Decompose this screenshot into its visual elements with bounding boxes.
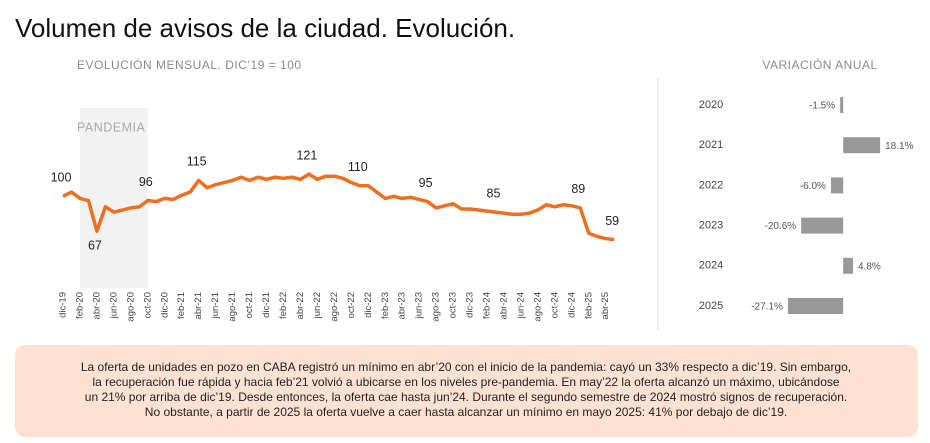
- data-label: -1.5%: [809, 101, 835, 112]
- x-tick-label: feb-25: [583, 292, 594, 319]
- x-tick-label: oct-22: [346, 292, 357, 318]
- x-tick-label: feb-21: [176, 292, 187, 319]
- note-line: La oferta de unidades en pozo en CABA re…: [81, 360, 851, 374]
- x-tick-label: oct-23: [448, 292, 459, 318]
- line: [62, 172, 615, 242]
- note-line: un 21% por arriba de dic’19. Desde enton…: [85, 390, 847, 404]
- data-label: 85: [487, 186, 501, 200]
- bar: [843, 257, 853, 274]
- bar: [840, 97, 844, 113]
- line-subtitle: EVOLUCIÓN MENSUAL. DIC’19 = 100: [77, 57, 302, 72]
- x-tick-label: abr-24: [498, 292, 509, 319]
- y-tick-label: 2020: [699, 99, 723, 111]
- x-tick-label: abr-22: [295, 292, 306, 319]
- x-tick-label: feb-23: [380, 292, 391, 319]
- x-tick-label: oct-21: [244, 292, 255, 318]
- x-tick-label: ago-24: [532, 292, 543, 322]
- y-tick-label: 2025: [699, 300, 723, 312]
- data-label: 67: [88, 238, 102, 252]
- note-line: No obstante, a partir de 2025 la oferta …: [145, 405, 787, 419]
- data-label: 100: [51, 171, 72, 185]
- x-tick-label: dic-24: [566, 292, 577, 318]
- data-label: 110: [348, 160, 368, 174]
- x-tick-label: feb-22: [278, 292, 289, 319]
- bar: [801, 217, 844, 234]
- x-tick-label: dic-23: [465, 292, 476, 318]
- x-tick-label: jun-23: [414, 292, 425, 319]
- y-tick-label: 2021: [699, 139, 723, 151]
- y-tick-label: 2022: [699, 179, 723, 191]
- shade-label: PANDEMIA: [77, 120, 146, 134]
- x-tick-label: ago-21: [227, 292, 238, 322]
- note-line: la recuperación fue rápida y hacia feb’2…: [92, 375, 839, 389]
- x-tick-label: feb-20: [74, 292, 85, 319]
- pandemic-shade: [79, 108, 148, 288]
- x-tick-label: oct-20: [142, 292, 153, 318]
- data-label: 121: [296, 148, 317, 162]
- x-tick-label: jun-24: [515, 292, 526, 319]
- x-tick-label: ago-20: [125, 292, 136, 322]
- x-tick-label: dic-22: [363, 292, 374, 318]
- x-tick-label: jun-20: [108, 292, 119, 319]
- data-label: 95: [419, 176, 433, 190]
- x-tick-label: jun-22: [312, 292, 323, 319]
- data-label: -6.0%: [800, 181, 826, 192]
- data-label: 4.8%: [858, 261, 881, 272]
- x-tick-label: abr-20: [91, 292, 102, 319]
- x-tick-label: jun-21: [210, 292, 221, 319]
- page-title: Volumen de avisos de la ciudad. Evolució…: [15, 13, 515, 43]
- note-box: [15, 345, 918, 437]
- y-tick-label: 2023: [699, 220, 723, 232]
- x-tick-label: ago-22: [329, 292, 340, 322]
- data-label: 18.1%: [885, 141, 913, 152]
- x-tick-label: ago-23: [431, 292, 442, 322]
- data-label: -20.6%: [764, 221, 796, 232]
- x-tick-label: abr-21: [193, 292, 204, 319]
- y-tick-label: 2024: [699, 260, 723, 272]
- data-label: 89: [571, 182, 585, 196]
- data-label: 115: [187, 155, 207, 169]
- bar: [787, 298, 844, 314]
- x-tick-label: dic-21: [261, 292, 272, 318]
- x-tick-label: dic-19: [58, 292, 69, 318]
- bar-subtitle: VARIACIÓN ANUAL: [762, 57, 877, 72]
- x-tick-label: feb-24: [482, 292, 493, 319]
- x-tick-label: abr-23: [397, 292, 408, 319]
- data-label: 59: [605, 214, 619, 228]
- data-label: -27.1%: [751, 302, 783, 313]
- data-label: 96: [139, 175, 153, 189]
- x-tick-label: oct-24: [549, 292, 560, 318]
- x-tick-label: abr-25: [600, 292, 611, 319]
- bar: [830, 177, 844, 194]
- bar: [843, 137, 881, 154]
- x-tick-label: dic-20: [159, 292, 170, 318]
